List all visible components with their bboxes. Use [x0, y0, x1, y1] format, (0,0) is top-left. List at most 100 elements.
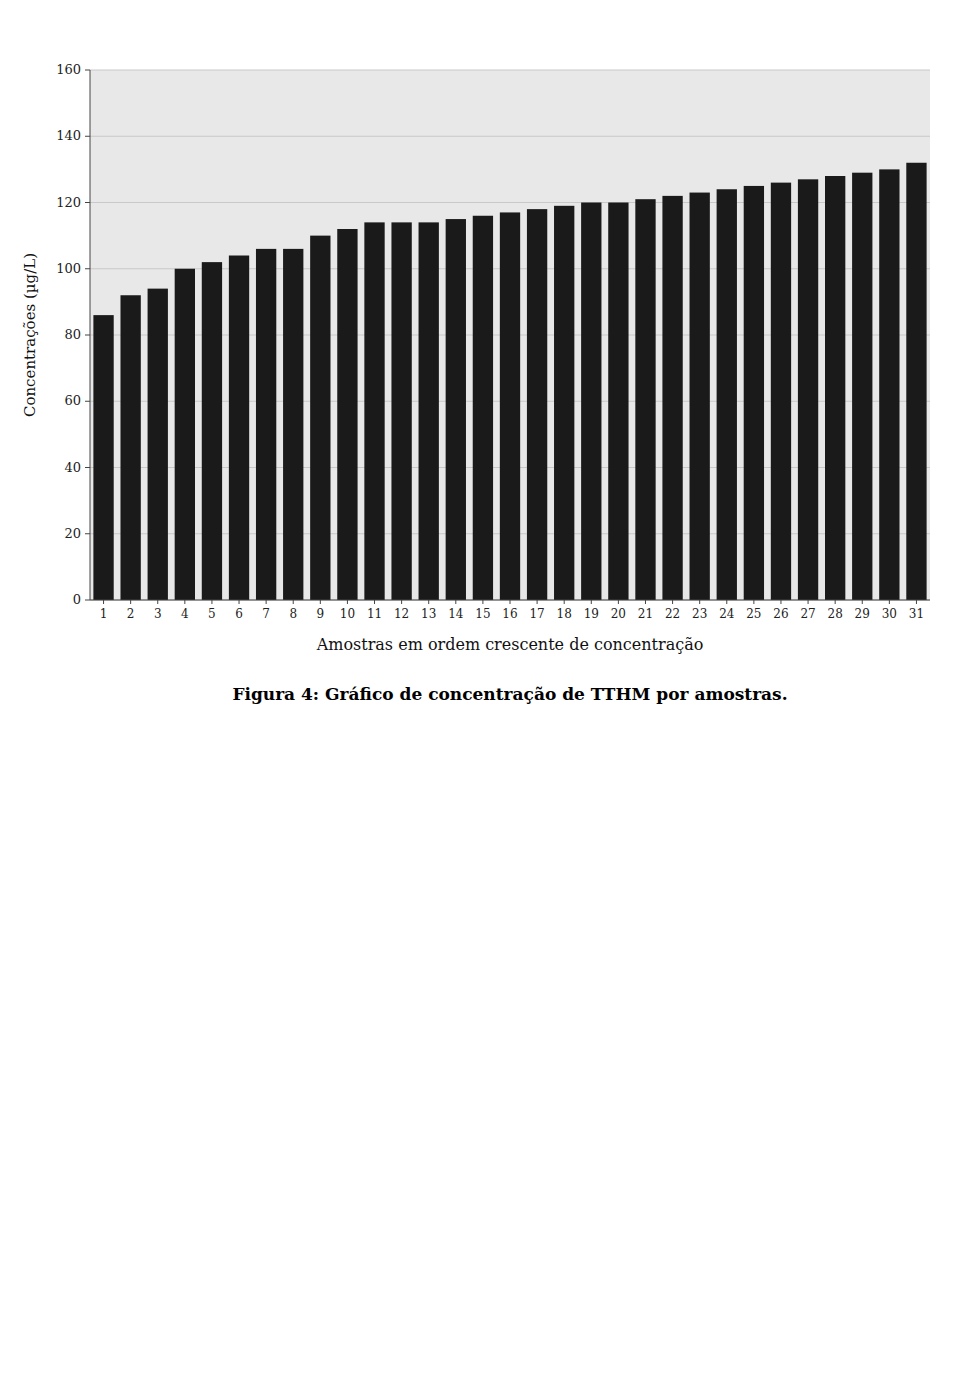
- y-tick: [85, 467, 90, 468]
- y-tick: [85, 136, 90, 137]
- bars: [93, 163, 926, 600]
- x-tick: [455, 600, 456, 604]
- bar: [419, 222, 439, 600]
- bar: [662, 196, 682, 600]
- x-tick-label: 31: [909, 607, 924, 621]
- x-tick: [672, 600, 673, 604]
- x-tick: [780, 600, 781, 604]
- bar: [93, 315, 113, 600]
- x-axis-label: Amostras em ordem crescente de concentra…: [316, 635, 704, 654]
- bar: [771, 183, 791, 600]
- bar: [148, 289, 168, 600]
- bar: [690, 193, 710, 600]
- bar: [500, 212, 520, 600]
- y-tick-label: 60: [64, 393, 81, 408]
- x-tick-label: 11: [367, 607, 382, 621]
- chart-title: Figura 4: Gráfico de concentração de TTH…: [232, 684, 787, 704]
- bar: [527, 209, 547, 600]
- x-tick: [347, 600, 348, 604]
- x-tick-label: 22: [665, 607, 680, 621]
- bar: [852, 173, 872, 600]
- x-tick: [699, 600, 700, 604]
- y-tick: [85, 335, 90, 336]
- x-tick-label: 29: [855, 607, 870, 621]
- bar: [446, 219, 466, 600]
- y-tick-label: 160: [56, 62, 81, 77]
- x-tick-label: 12: [394, 607, 409, 621]
- x-tick-label: 14: [448, 607, 464, 621]
- bar: [717, 189, 737, 600]
- y-tick-label: 100: [56, 261, 81, 276]
- bar: [175, 269, 195, 600]
- bar: [256, 249, 276, 600]
- x-tick: [564, 600, 565, 604]
- x-tick: [401, 600, 402, 604]
- x-tick: [808, 600, 809, 604]
- x-tick: [184, 600, 185, 604]
- x-tick-label: 10: [340, 607, 355, 621]
- x-tick: [537, 600, 538, 604]
- y-tick-label: 80: [64, 327, 81, 342]
- x-tick: [211, 600, 212, 604]
- bar-chart: 0204060801001201401601234567891011121314…: [0, 40, 960, 740]
- bar: [635, 199, 655, 600]
- x-tick: [103, 600, 104, 604]
- x-tick-label: 6: [235, 607, 243, 621]
- x-tick: [320, 600, 321, 604]
- grid-line: [90, 136, 930, 137]
- bar: [581, 203, 601, 601]
- x-tick-label: 16: [502, 607, 517, 621]
- y-tick: [85, 268, 90, 269]
- chart-holder: 0204060801001201401601234567891011121314…: [0, 40, 960, 740]
- bar: [364, 222, 384, 600]
- y-tick: [85, 533, 90, 534]
- y-axis-label: Concentrações (µg/L): [21, 253, 39, 417]
- bar: [229, 256, 249, 601]
- y-tick-label: 0: [73, 592, 81, 607]
- x-tick-label: 8: [289, 607, 297, 621]
- x-tick-label: 15: [475, 607, 490, 621]
- plot-background: [90, 70, 930, 600]
- x-tick: [266, 600, 267, 604]
- y-tick-label: 40: [64, 460, 81, 475]
- y-axis: [90, 70, 91, 600]
- x-tick: [618, 600, 619, 604]
- x-tick: [862, 600, 863, 604]
- x-tick-label: 5: [208, 607, 216, 621]
- x-tick: [293, 600, 294, 604]
- bar: [120, 295, 140, 600]
- x-tick-label: 20: [611, 607, 626, 621]
- x-tick: [374, 600, 375, 604]
- x-tick-label: 13: [421, 607, 436, 621]
- x-tick: [157, 600, 158, 604]
- bar: [906, 163, 926, 600]
- x-tick: [130, 600, 131, 604]
- y-tick-label: 120: [56, 195, 81, 210]
- x-tick: [591, 600, 592, 604]
- x-tick: [753, 600, 754, 604]
- bar: [608, 203, 628, 601]
- x-tick: [428, 600, 429, 604]
- bar: [554, 206, 574, 600]
- x-tick-label: 21: [638, 607, 653, 621]
- x-tick-label: 23: [692, 607, 707, 621]
- bar: [310, 236, 330, 600]
- x-tick: [510, 600, 511, 604]
- bar: [283, 249, 303, 600]
- x-tick: [916, 600, 917, 604]
- x-tick-label: 4: [181, 607, 189, 621]
- x-tick-label: 19: [584, 607, 599, 621]
- x-tick-label: 3: [154, 607, 162, 621]
- x-tick: [239, 600, 240, 604]
- x-tick-label: 17: [529, 607, 544, 621]
- x-tick-label: 2: [127, 607, 135, 621]
- x-tick: [726, 600, 727, 604]
- x-tick-label: 24: [719, 607, 735, 621]
- x-tick-label: 1: [100, 607, 108, 621]
- y-tick-label: 20: [64, 526, 81, 541]
- x-tick: [645, 600, 646, 604]
- y-tick-label: 140: [56, 128, 81, 143]
- bar: [879, 169, 899, 600]
- y-tick: [85, 401, 90, 402]
- bar: [473, 216, 493, 600]
